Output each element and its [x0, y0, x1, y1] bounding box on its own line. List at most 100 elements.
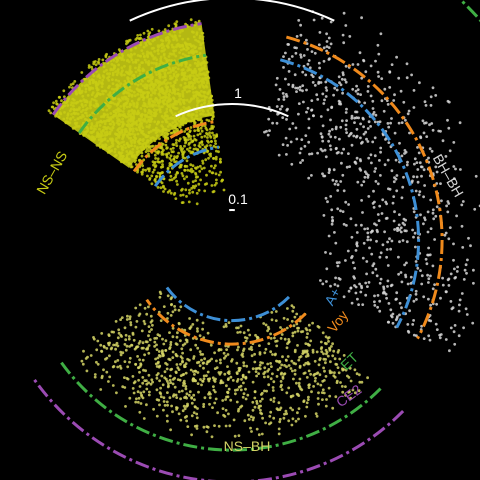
data-point [160, 374, 164, 378]
data-point [242, 361, 246, 364]
data-point [92, 336, 95, 339]
data-point [105, 370, 109, 374]
data-point [244, 397, 248, 401]
data-point [298, 88, 302, 92]
data-point [318, 31, 322, 34]
data-point [280, 388, 284, 391]
data-point [194, 166, 197, 170]
data-point [286, 318, 289, 321]
data-point [446, 210, 450, 214]
data-point [172, 394, 175, 398]
data-point [196, 329, 199, 333]
data-point [148, 330, 151, 333]
data-point [161, 352, 165, 356]
data-point [136, 34, 140, 37]
data-point [119, 350, 123, 354]
data-point [354, 223, 358, 227]
data-point [213, 351, 217, 355]
data-point [137, 366, 140, 370]
data-point [457, 309, 461, 313]
data-point [412, 89, 416, 92]
data-point [285, 326, 289, 330]
data-point [307, 383, 311, 387]
data-point [353, 391, 357, 395]
data-point [251, 418, 255, 422]
data-point [394, 298, 398, 301]
data-point [345, 107, 348, 111]
data-point [404, 218, 407, 222]
data-point [205, 173, 208, 177]
data-point [212, 388, 216, 392]
data-point [319, 340, 323, 344]
data-point [180, 347, 184, 351]
data-point [296, 344, 299, 347]
data-point [147, 305, 150, 309]
data-point [128, 356, 132, 360]
data-point [150, 182, 154, 186]
data-point [360, 199, 363, 202]
data-point [269, 362, 272, 365]
data-point [413, 162, 416, 166]
data-point [387, 141, 391, 145]
data-point [282, 95, 286, 99]
data-point [386, 158, 390, 162]
data-point [203, 189, 207, 193]
data-point [145, 312, 149, 316]
data-point [161, 349, 164, 352]
data-point [202, 425, 206, 429]
data-point [416, 236, 420, 240]
data-point [242, 381, 245, 385]
data-point [179, 374, 183, 377]
data-point [198, 170, 202, 173]
data-point [213, 183, 217, 187]
data-point [331, 406, 335, 410]
data-point [307, 117, 311, 121]
data-point [107, 334, 111, 337]
data-point [206, 149, 210, 153]
data-point [291, 334, 295, 338]
data-point [276, 112, 279, 116]
data-point [174, 342, 178, 346]
data-point [141, 170, 144, 174]
data-point [452, 165, 456, 168]
data-point [292, 324, 296, 328]
data-point [439, 296, 442, 300]
data-point [142, 346, 145, 350]
data-point [169, 147, 173, 151]
data-point [347, 203, 350, 206]
data-point [337, 349, 341, 352]
data-point [130, 343, 134, 347]
data-point [123, 343, 127, 346]
data-point [255, 402, 259, 405]
data-point [129, 323, 133, 327]
data-point [381, 243, 385, 247]
data-point [140, 329, 144, 333]
data-point [384, 138, 387, 141]
data-point [159, 292, 163, 295]
data-point [242, 392, 246, 396]
data-point [227, 321, 231, 324]
data-point [461, 246, 465, 249]
data-point [269, 410, 273, 414]
data-point [398, 213, 401, 217]
data-point [340, 385, 344, 388]
data-point [263, 366, 267, 370]
data-point [251, 400, 255, 404]
data-point [285, 118, 288, 121]
data-point [419, 165, 423, 169]
data-point [446, 200, 450, 203]
data-point [243, 336, 247, 339]
data-point [320, 135, 324, 139]
data-point [332, 374, 336, 378]
data-point [408, 309, 411, 313]
data-point [301, 89, 304, 93]
data-point [360, 286, 364, 290]
data-point [251, 367, 255, 371]
data-point [156, 151, 160, 155]
data-point [307, 323, 311, 327]
data-point [317, 43, 321, 47]
data-point [147, 152, 150, 156]
data-point [374, 113, 378, 117]
data-point [90, 65, 93, 69]
data-point [377, 52, 381, 56]
